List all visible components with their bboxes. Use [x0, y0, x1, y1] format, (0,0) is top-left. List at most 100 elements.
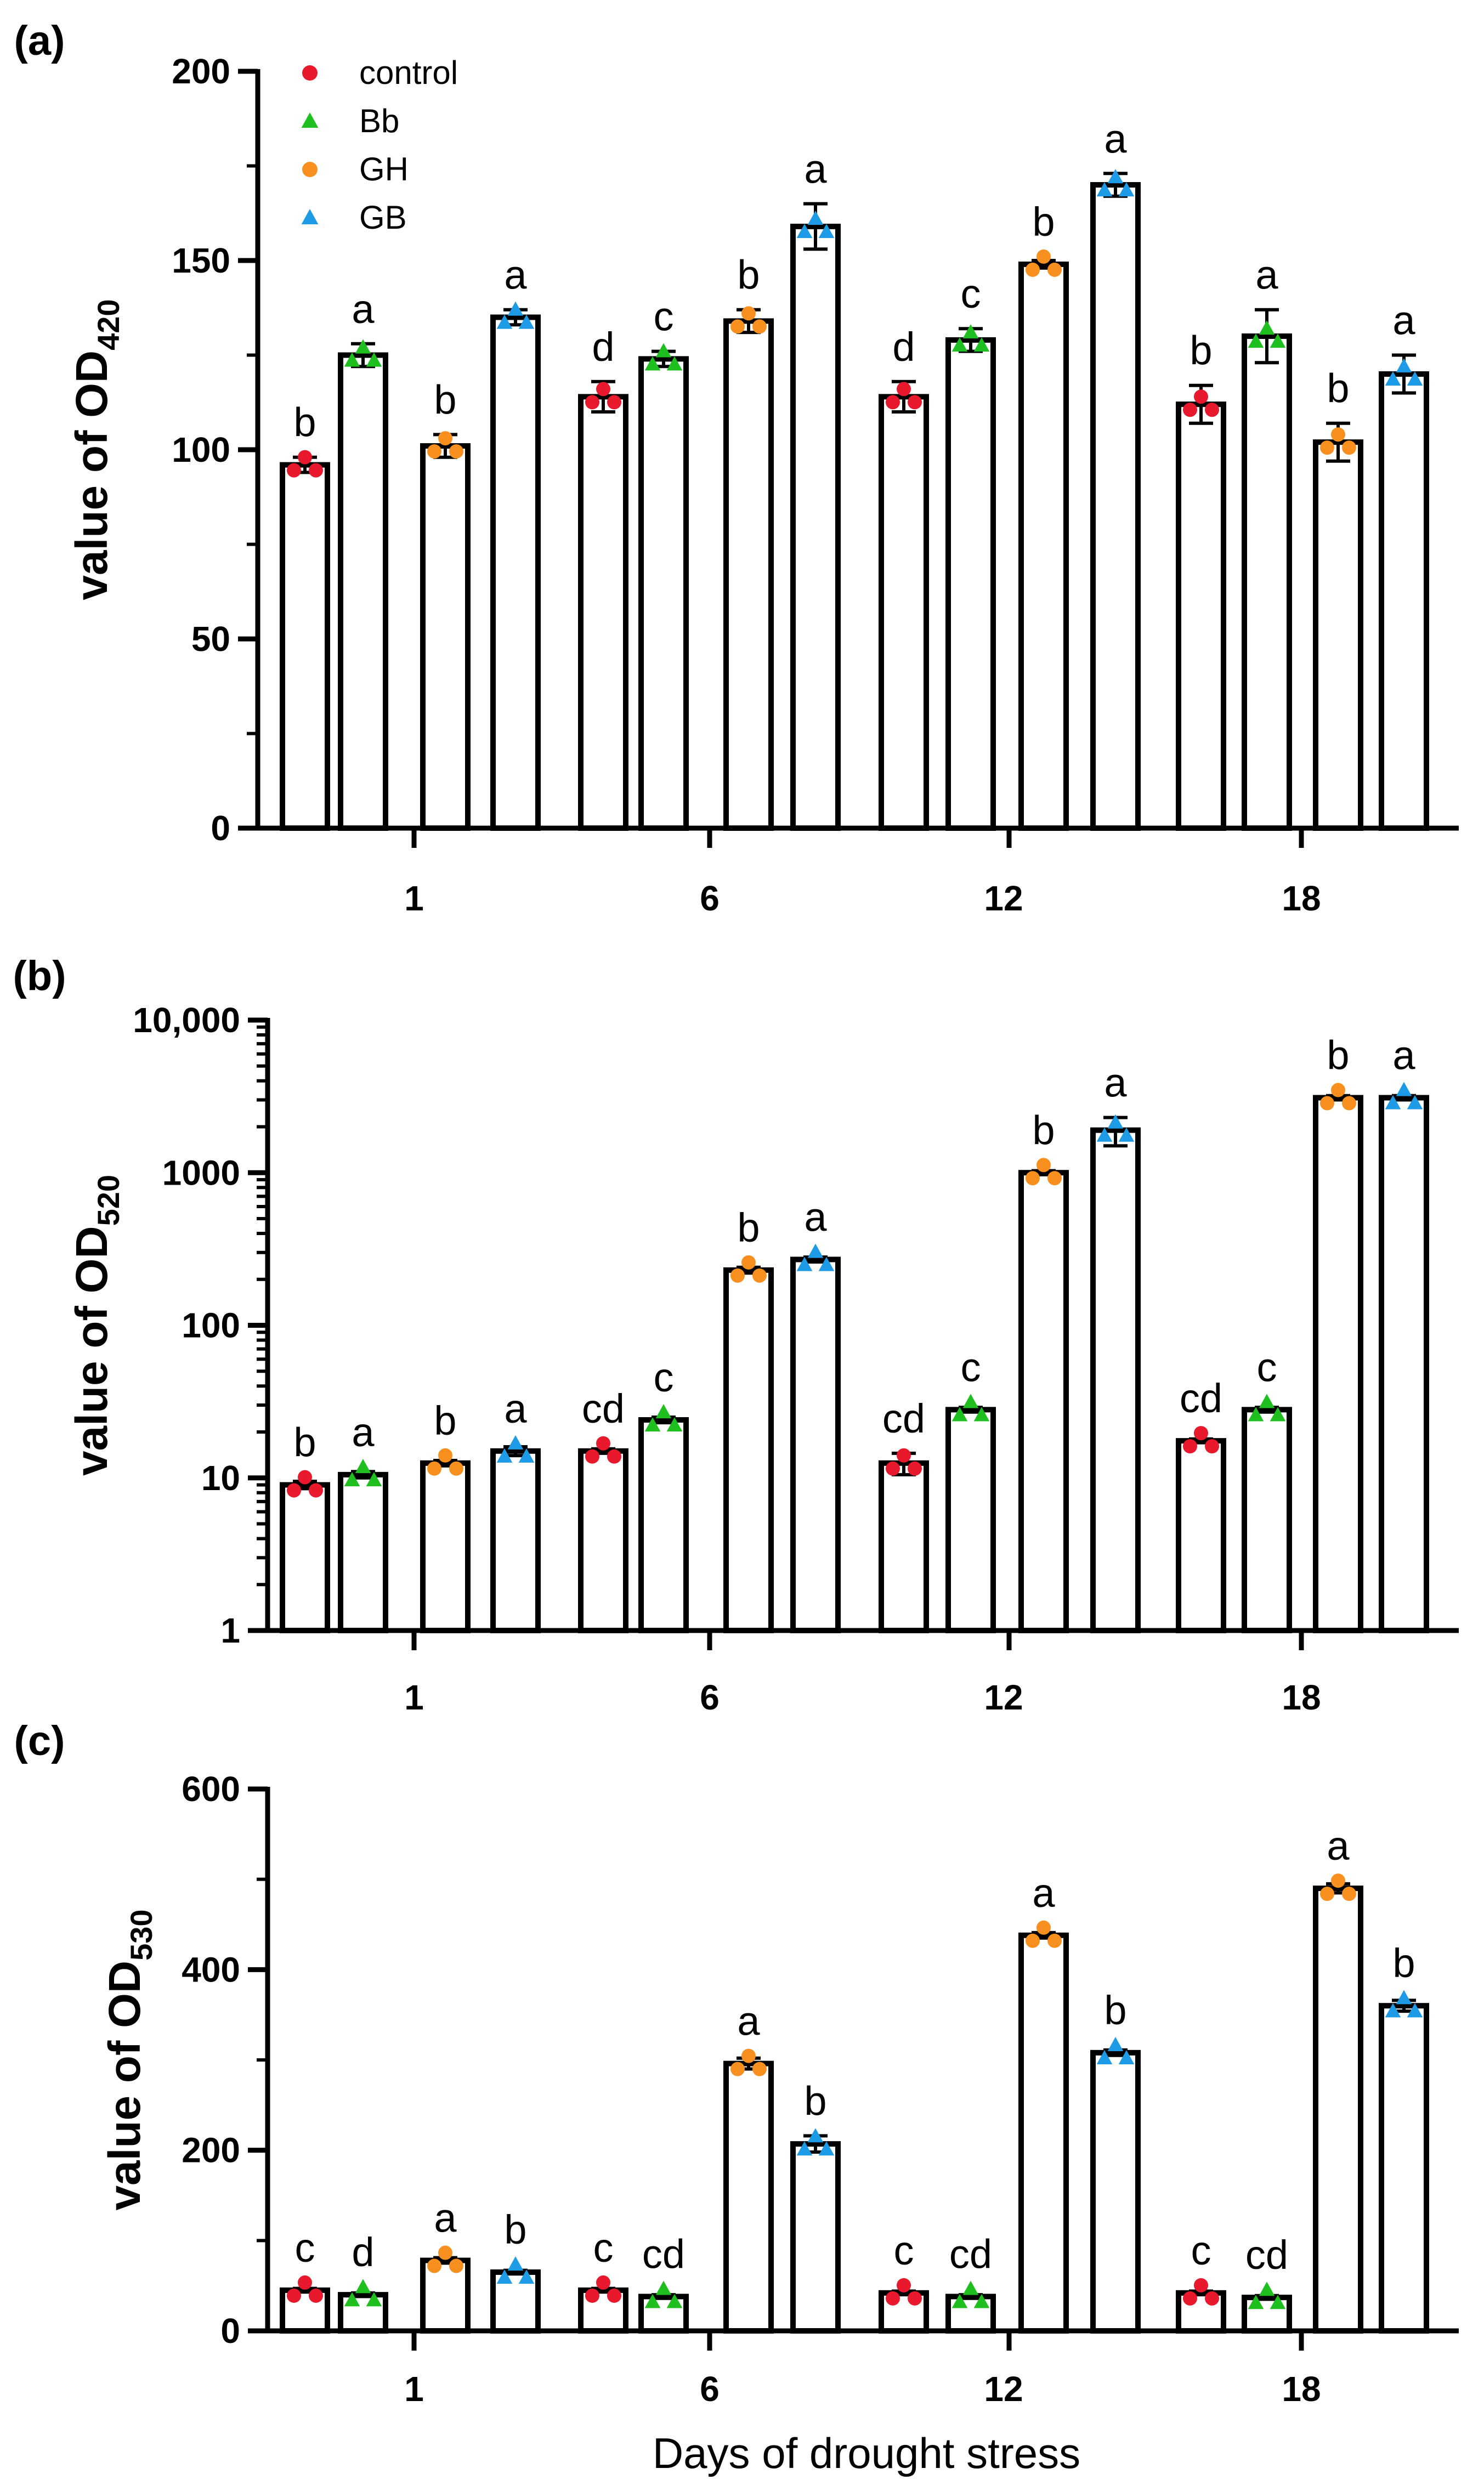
significance-letter-GB: a — [1392, 1033, 1415, 1078]
y-axis-label-subscript: 420 — [91, 299, 126, 350]
data-point-control — [897, 2278, 911, 2292]
bar-GB — [490, 1448, 541, 1634]
significance-letter-GB: b — [804, 2078, 826, 2124]
data-point-control — [1194, 2278, 1208, 2292]
data-point-GH — [438, 431, 452, 446]
data-point-Bb — [1259, 1394, 1275, 1408]
y-axis-label: value of OD530 — [100, 1909, 158, 2210]
significance-letter-GB: a — [504, 252, 527, 298]
data-point-Bb — [1270, 1407, 1286, 1422]
data-point-Bb — [366, 352, 382, 367]
data-point-GH — [1331, 1083, 1345, 1097]
data-point-GH — [427, 2258, 441, 2273]
data-point-Bb — [951, 2294, 968, 2308]
data-point-control — [309, 463, 323, 478]
x-tick-label: 1 — [404, 2369, 424, 2409]
data-point-control — [287, 463, 301, 478]
bar-GH — [420, 443, 471, 831]
significance-letter-GB: a — [804, 1194, 827, 1239]
significance-letter-control: c — [593, 2225, 614, 2271]
data-point-control — [908, 395, 922, 410]
bar-GB — [1090, 1127, 1141, 1633]
data-point-control — [1194, 389, 1208, 404]
data-point-Bb — [1270, 2295, 1286, 2309]
significance-letter-Bb: c — [961, 1344, 981, 1390]
legend-marker-Bb — [301, 112, 319, 128]
data-point-control — [298, 450, 312, 465]
bar-control — [578, 1448, 628, 1634]
data-point-GH — [1047, 1933, 1062, 1948]
bar-Bb — [638, 356, 689, 831]
data-point-Bb — [655, 2280, 672, 2295]
y-tick-label: 1000 — [162, 1153, 240, 1192]
data-point-GB — [496, 314, 513, 329]
y-tick-label: 400 — [182, 1950, 240, 1989]
data-point-Bb — [1248, 2295, 1264, 2309]
significance-letter-GB: b — [1392, 1940, 1415, 1986]
legend-label-GB: GB — [359, 199, 407, 236]
significance-letter-GH: a — [434, 2195, 457, 2241]
significance-letter-control: b — [293, 1419, 316, 1465]
data-point-Bb — [344, 352, 360, 367]
data-point-GH — [730, 319, 745, 334]
y-axis-label: value of OD420 — [67, 299, 126, 600]
data-point-GB — [1107, 169, 1124, 184]
bar-GH — [723, 1267, 774, 1633]
data-point-Bb — [973, 337, 990, 352]
legend-marker-GH — [302, 162, 318, 177]
data-point-Bb — [355, 339, 371, 354]
significance-letter-control: c — [1191, 2228, 1211, 2273]
data-point-Bb — [962, 2280, 979, 2295]
data-point-GH — [1026, 1171, 1040, 1186]
significance-letter-Bb: c — [1257, 1344, 1277, 1390]
data-point-control — [1194, 1426, 1208, 1441]
bar-Bb — [945, 2294, 996, 2334]
data-point-GH — [1036, 249, 1051, 264]
y-tick-label: 200 — [182, 2131, 240, 2170]
data-point-GH — [1320, 1887, 1334, 1901]
y-tick-label: 10 — [201, 1458, 240, 1498]
bar-GH — [1313, 439, 1363, 831]
data-point-GB — [1385, 1095, 1401, 1109]
bar-GB — [790, 2141, 841, 2334]
significance-letter-Bb: cd — [642, 2231, 685, 2277]
significance-letter-control: c — [295, 2225, 315, 2271]
significance-letter-GH: a — [1327, 1823, 1350, 1869]
data-point-GB — [807, 211, 824, 225]
data-point-GB — [518, 2269, 535, 2284]
data-point-GH — [730, 2062, 745, 2076]
data-point-GH — [1047, 262, 1062, 277]
bar-GH — [723, 318, 774, 831]
data-point-GH — [1036, 1158, 1051, 1173]
bar-GH — [1018, 261, 1069, 831]
bar-control — [1176, 1438, 1226, 1634]
significance-letter-GH: b — [1327, 1033, 1349, 1078]
bar-control — [280, 462, 330, 831]
bar-Bb — [338, 2292, 388, 2334]
data-point-GH — [752, 1268, 767, 1283]
data-point-GH — [1342, 440, 1356, 455]
y-axis-label-main: value of OD — [100, 1961, 150, 2211]
bar-GB — [1379, 1095, 1429, 1633]
data-point-GB — [1407, 1095, 1423, 1109]
significance-letter-GH: b — [737, 1205, 760, 1250]
data-point-GH — [730, 1268, 745, 1283]
data-point-GB — [1118, 2050, 1135, 2064]
data-point-GB — [518, 314, 535, 329]
x-tick-label: 1 — [404, 1678, 424, 1717]
data-point-control — [886, 1461, 900, 1476]
data-point-Bb — [962, 324, 979, 339]
bar-Bb — [638, 2294, 689, 2334]
legend-marker-control — [302, 65, 318, 81]
significance-letter-GB: b — [504, 2207, 526, 2252]
significance-letter-control: d — [592, 324, 614, 370]
data-point-control — [298, 1470, 312, 1485]
data-point-GH — [1342, 1096, 1356, 1111]
data-point-GH — [1036, 1920, 1051, 1935]
bar-GB — [490, 314, 541, 831]
x-axis-title: Days of drought stress — [653, 2429, 1080, 2477]
significance-letter-GH: b — [434, 1398, 456, 1443]
data-point-Bb — [1270, 333, 1286, 348]
significance-letter-Bb: cd — [949, 2231, 992, 2277]
